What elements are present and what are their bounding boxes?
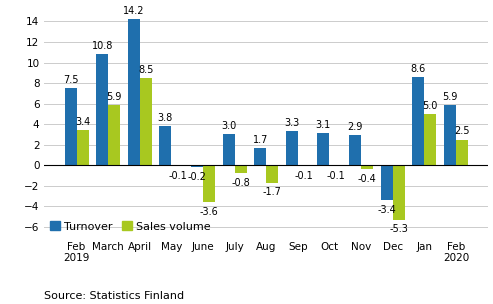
Bar <box>329 165 342 166</box>
Bar <box>266 165 278 183</box>
Text: 3.0: 3.0 <box>221 121 236 131</box>
Bar <box>298 165 310 166</box>
Text: 8.5: 8.5 <box>138 65 153 75</box>
Text: 3.3: 3.3 <box>284 118 299 128</box>
Bar <box>203 165 215 202</box>
Text: 2.5: 2.5 <box>454 126 470 136</box>
Text: -3.6: -3.6 <box>200 207 218 217</box>
Bar <box>392 165 405 220</box>
Bar <box>128 19 140 165</box>
Text: 8.6: 8.6 <box>411 64 426 74</box>
Text: 5.9: 5.9 <box>106 92 122 102</box>
Bar <box>456 140 468 165</box>
Bar <box>223 134 235 165</box>
Bar <box>361 165 373 169</box>
Bar <box>444 105 456 165</box>
Bar <box>76 130 89 165</box>
Bar <box>235 165 246 174</box>
Bar <box>108 105 120 165</box>
Text: -0.1: -0.1 <box>326 171 345 181</box>
Text: -3.4: -3.4 <box>377 205 396 215</box>
Bar <box>317 133 329 165</box>
Text: -0.1: -0.1 <box>294 171 313 181</box>
Bar <box>65 88 76 165</box>
Bar <box>286 131 298 165</box>
Text: 3.1: 3.1 <box>316 120 331 130</box>
Text: -1.7: -1.7 <box>263 187 282 197</box>
Text: 3.4: 3.4 <box>75 117 90 127</box>
Text: Source: Statistics Finland: Source: Statistics Finland <box>44 291 184 301</box>
Text: 5.9: 5.9 <box>442 92 458 102</box>
Text: 2.9: 2.9 <box>348 123 363 132</box>
Text: 14.2: 14.2 <box>123 6 144 16</box>
Text: -0.4: -0.4 <box>358 174 377 184</box>
Bar <box>349 136 361 165</box>
Bar <box>412 77 424 165</box>
Text: -5.3: -5.3 <box>389 224 408 234</box>
Text: 10.8: 10.8 <box>92 41 113 51</box>
Text: 1.7: 1.7 <box>252 135 268 145</box>
Bar <box>424 114 436 165</box>
Bar <box>254 148 266 165</box>
Bar <box>381 165 392 200</box>
Text: -0.8: -0.8 <box>231 178 250 188</box>
Text: 5.0: 5.0 <box>423 101 438 111</box>
Text: -0.2: -0.2 <box>187 172 207 182</box>
Bar <box>96 54 108 165</box>
Bar <box>140 78 152 165</box>
Text: 7.5: 7.5 <box>63 75 78 85</box>
Text: 3.8: 3.8 <box>158 113 173 123</box>
Text: -0.1: -0.1 <box>168 171 187 181</box>
Bar <box>191 165 203 167</box>
Legend: Turnover, Sales volume: Turnover, Sales volume <box>50 221 211 232</box>
Bar <box>172 165 183 166</box>
Bar <box>159 126 172 165</box>
